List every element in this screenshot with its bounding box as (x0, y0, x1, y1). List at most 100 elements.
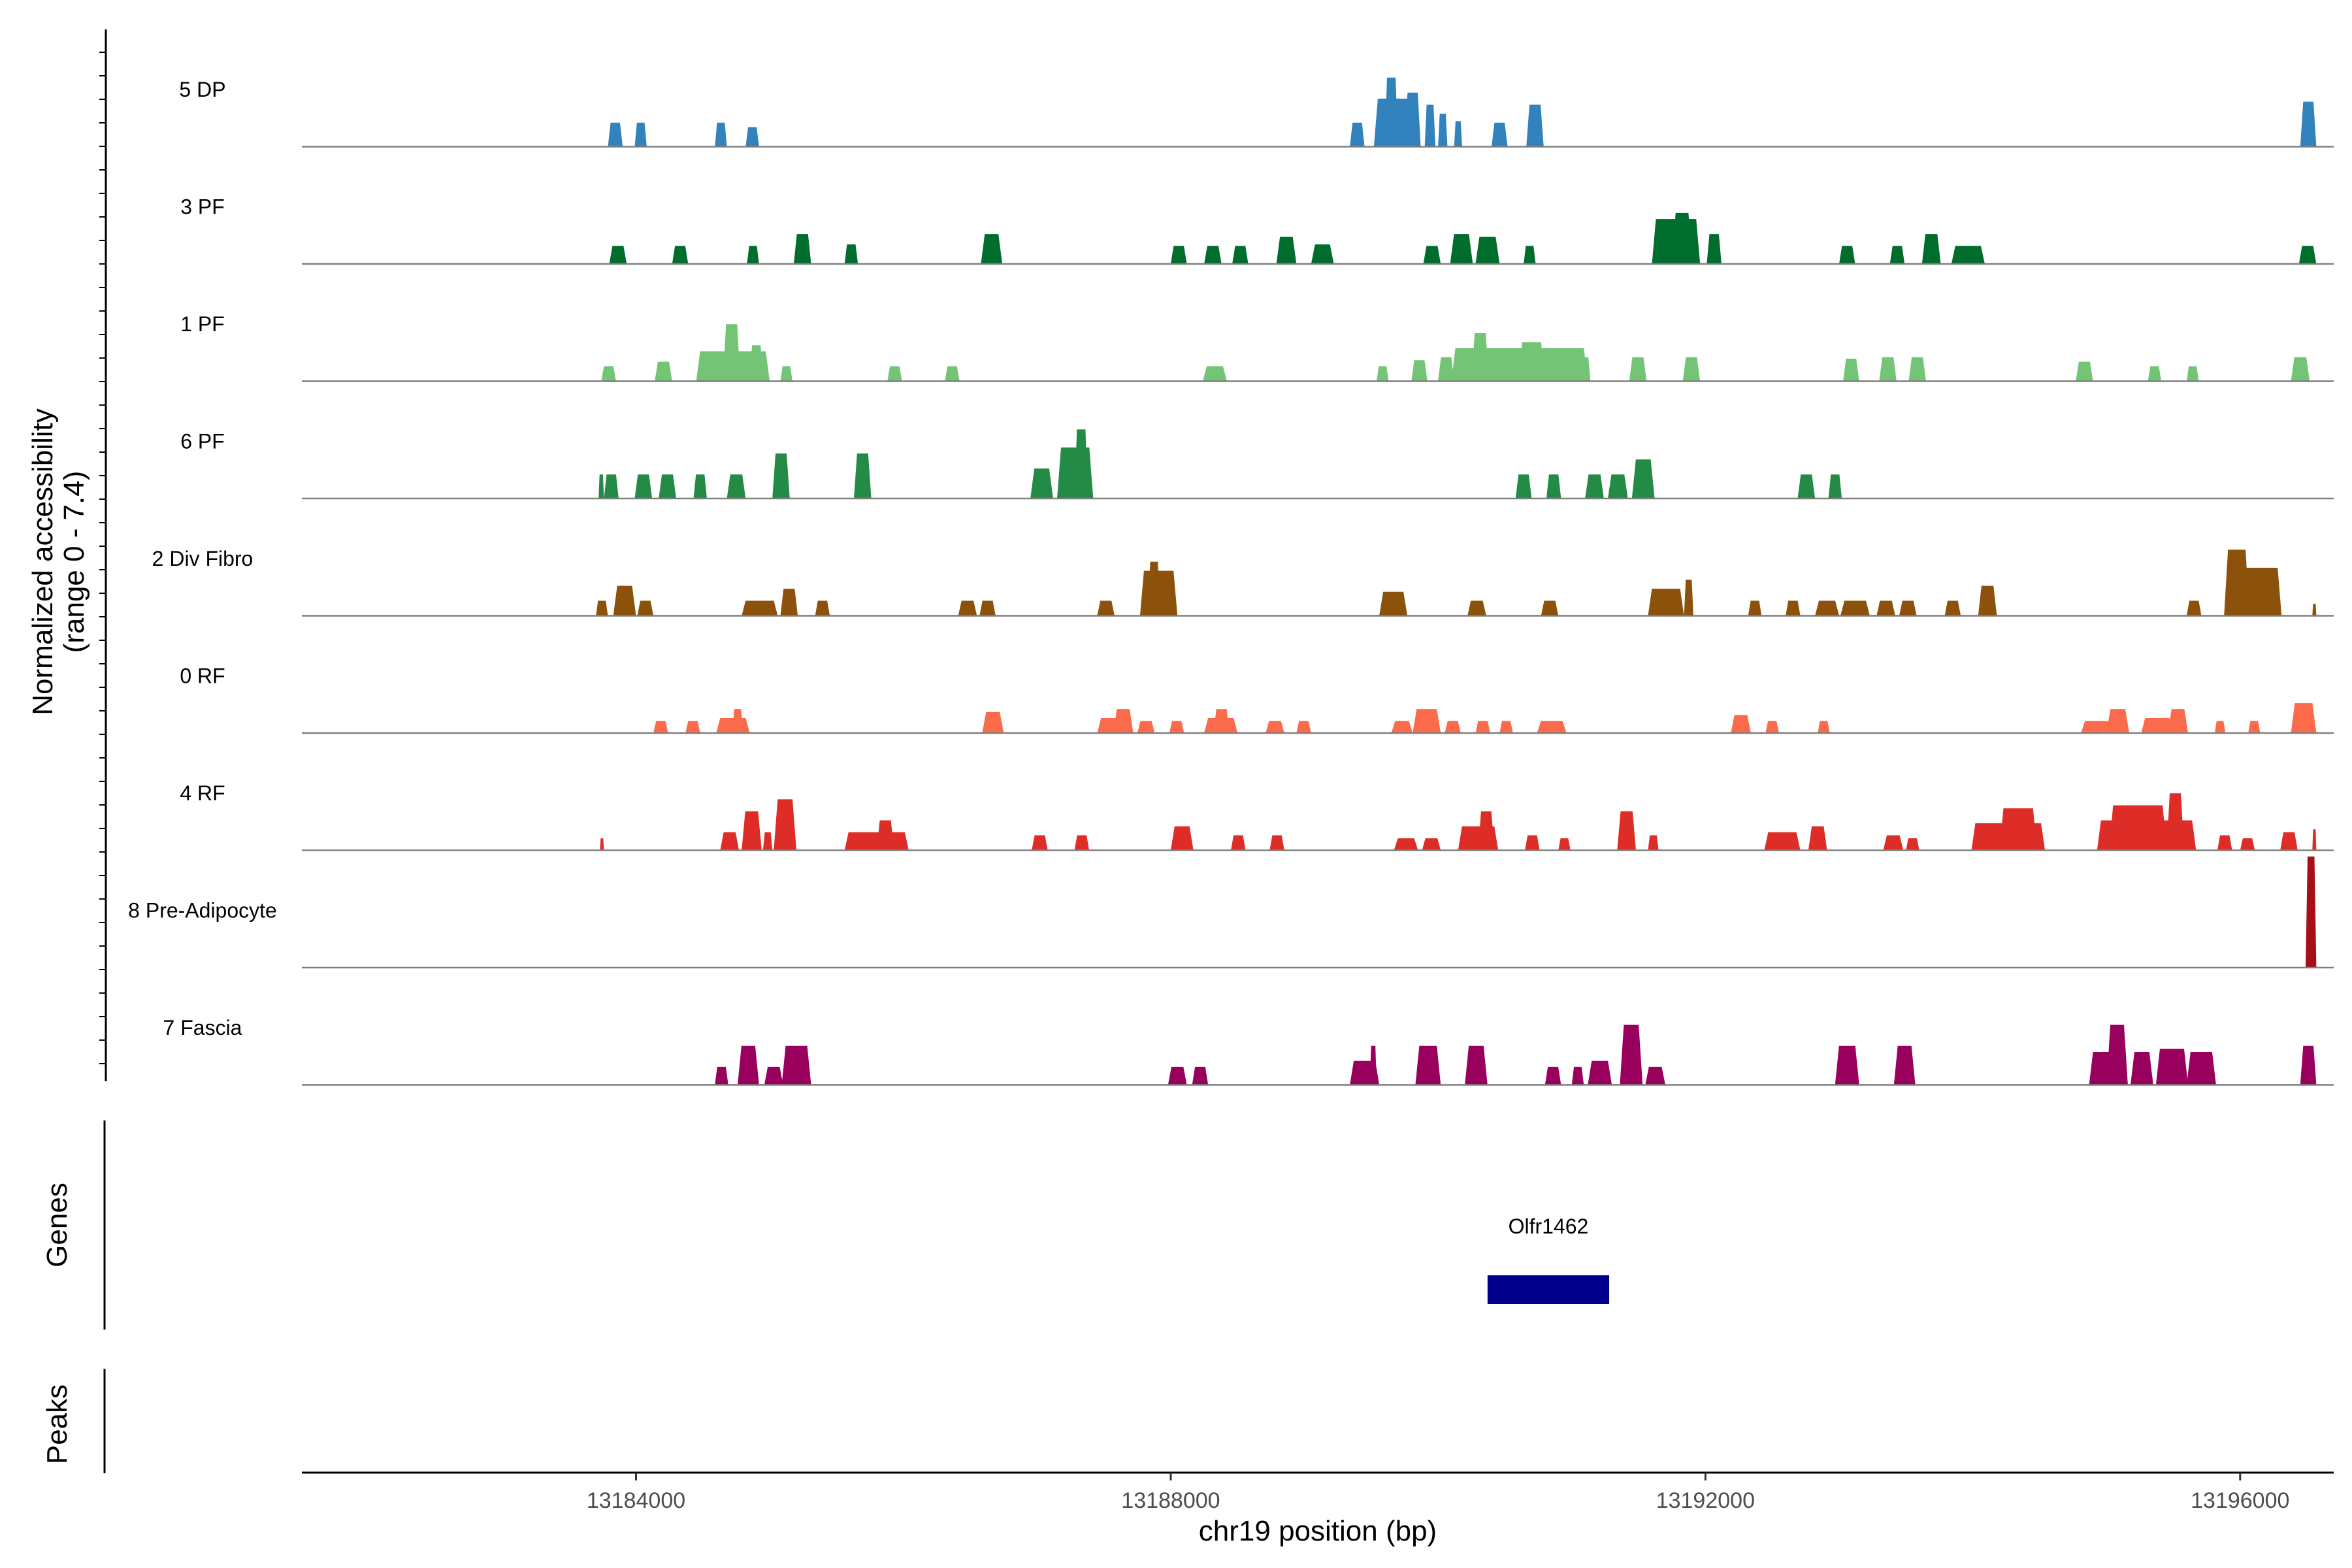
coverage-peak (634, 122, 647, 147)
coverage-peak (1815, 600, 1839, 616)
coverage-peak (1422, 838, 1441, 851)
coverage-peak (2081, 721, 2112, 733)
coverage-peak (1818, 721, 1830, 733)
track-label: 3 PF (180, 195, 225, 219)
coverage-peak (1921, 234, 1941, 264)
coverage-peak (1032, 835, 1048, 851)
track: 3 PF (180, 195, 2334, 265)
coverage-peak (1525, 835, 1540, 851)
coverage-peak (1893, 1045, 1916, 1085)
coverage-peak (1137, 721, 1155, 733)
coverage-peak (1648, 835, 1659, 851)
coverage-peak (693, 474, 707, 498)
coverage-peak (844, 244, 858, 264)
coverage-peak (844, 832, 909, 851)
gene-label: Olfr1462 (1509, 1215, 1589, 1238)
coverage-peak (608, 122, 623, 147)
coverage-peak (1835, 1045, 1859, 1085)
coverage-peak (981, 234, 1003, 264)
coverage-peak (747, 246, 759, 264)
coverage-peak (2312, 604, 2317, 616)
coverage-peak (715, 122, 727, 147)
coverage-peak (1558, 838, 1571, 851)
coverage-peak (613, 585, 636, 616)
coverage-peak (2076, 361, 2093, 382)
coverage-peak (1169, 721, 1184, 733)
coverage-peak (1445, 721, 1461, 733)
track: 4 RF (180, 781, 2334, 851)
coverage-peak (1585, 474, 1604, 498)
coverage-peak (1906, 838, 1919, 851)
coverage-peak (1192, 1066, 1209, 1085)
coverage-peak (1415, 1045, 1441, 1085)
coverage-peak (2148, 366, 2162, 382)
coverage-peak (1450, 234, 1473, 264)
coverage-peak (1465, 1045, 1488, 1085)
coverage-peak (2106, 709, 2129, 733)
coverage-peak (780, 366, 792, 382)
coverage-peak (2300, 1045, 2317, 1085)
coverage-peak (1379, 591, 1408, 616)
coverage-peak (1423, 246, 1441, 264)
coverage-peak (1828, 474, 1842, 498)
coverage-peak (2141, 718, 2174, 733)
coverage-peak (1499, 721, 1513, 733)
coverage-peak (672, 246, 689, 264)
coverage-peak (715, 1066, 728, 1085)
coverage-peak (958, 600, 977, 616)
coverage-peak (1266, 721, 1284, 733)
coverage-peak (727, 474, 746, 498)
coverage-peak (1899, 600, 1917, 616)
coverage-peak (1168, 1066, 1187, 1085)
coverage-peak (1764, 832, 1801, 851)
coverage-peak (2186, 366, 2199, 382)
coverage-peak (1765, 721, 1779, 733)
coverage-peak (1608, 474, 1628, 498)
coverage-peak (1231, 835, 1246, 851)
coverage-peak (637, 600, 654, 616)
coverage-peak (1170, 826, 1194, 851)
coverage-peak (655, 361, 672, 382)
coverage-peak (1405, 92, 1421, 147)
coverage-peak (979, 600, 996, 616)
coverage-peak (781, 1045, 811, 1085)
coverage-peak (1438, 114, 1448, 147)
coverage-peak (945, 366, 960, 382)
coverage-peak (2241, 568, 2282, 616)
coverage-peak (2155, 1049, 2188, 1085)
coverage-peak (1204, 246, 1222, 264)
coverage-peak (780, 589, 798, 616)
coverage-peak (1951, 246, 1985, 264)
coverage-peak (2168, 709, 2188, 733)
coverage-peak (1684, 580, 1693, 616)
coverage-peak (2214, 721, 2226, 733)
gene-body (1487, 1275, 1610, 1304)
coverage-peak (2291, 703, 2317, 733)
coverage-peak (745, 127, 759, 147)
coverage-peak (1311, 244, 1334, 264)
coverage-peak (2291, 357, 2310, 382)
track-label: 5 DP (179, 78, 225, 101)
track: 6 PF (180, 429, 2334, 500)
coverage-peak (1170, 246, 1187, 264)
coverage-peak (1731, 715, 1751, 733)
coverage-peak (1879, 357, 1897, 382)
coverage-peak (1524, 246, 1536, 264)
y-axis-title-line1: Normalized accessibility (27, 408, 59, 715)
coverage-peak (2248, 721, 2261, 733)
coverage-peak (1424, 105, 1436, 147)
coverage-peak (772, 453, 790, 498)
track: 7 Fascia (163, 1016, 2334, 1086)
coverage-peak (1413, 709, 1441, 733)
coverage-peak (1645, 1066, 1665, 1085)
coverage-peak (1707, 234, 1722, 264)
coverage-peak (749, 345, 763, 382)
coverage-peak (1475, 721, 1490, 733)
track: 2 Div Fibro (152, 547, 2334, 617)
coverage-peak (1797, 474, 1816, 498)
track: 0 RF (180, 664, 2334, 734)
coverage-peak (720, 832, 740, 851)
coverage-peak (1030, 468, 1053, 498)
coverage-peak (601, 366, 616, 382)
coverage-peak (764, 1066, 783, 1085)
